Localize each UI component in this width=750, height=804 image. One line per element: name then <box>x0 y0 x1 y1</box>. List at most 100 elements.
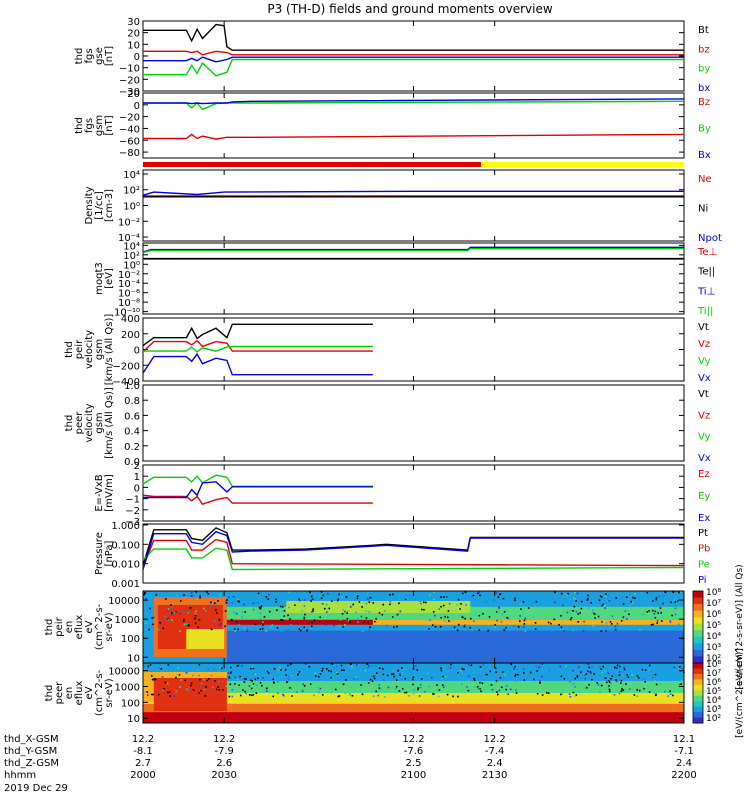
spec-speckle <box>337 695 340 698</box>
legend-Vz: Vz <box>698 410 710 421</box>
spec-speckle <box>257 681 259 684</box>
spec-speckle <box>299 629 302 632</box>
panel-frame <box>142 384 685 462</box>
y-tick-label: −60 <box>119 136 140 147</box>
spec-speckle <box>173 695 176 698</box>
spec-speckle <box>376 672 378 674</box>
spec-speckle <box>431 624 434 626</box>
spec-speckle <box>243 681 246 683</box>
spec-speckle <box>169 695 172 697</box>
spec-speckle <box>443 663 446 666</box>
spec-speckle <box>283 668 286 671</box>
colorbar-swatch <box>693 717 703 724</box>
spec-speckle <box>602 603 605 606</box>
colorbar-tick-label: 10² <box>706 654 721 664</box>
spec-speckle <box>656 691 659 694</box>
spec-speckle <box>281 619 284 621</box>
spec-speckle <box>357 617 360 620</box>
spec-speckle <box>195 674 198 677</box>
spec-speckle <box>243 627 246 629</box>
spec-speckle <box>606 681 608 684</box>
spec-speckle <box>514 675 516 677</box>
spec-speckle <box>376 614 378 617</box>
spec-speckle <box>478 689 481 691</box>
spec-speckle <box>361 693 364 696</box>
spec-speckle <box>241 611 244 613</box>
spec-speckle <box>312 608 314 610</box>
spec-speckle <box>290 687 293 690</box>
spec-speckle <box>153 616 155 619</box>
spec-speckle <box>153 679 155 681</box>
spec-speckle <box>636 689 638 691</box>
spec-speckle <box>286 681 289 684</box>
y-tick-label: 10² <box>123 251 140 262</box>
spec-speckle <box>594 617 596 619</box>
spec-speckle <box>167 608 170 610</box>
spec-speckle <box>571 610 574 612</box>
spec-speckle <box>579 612 581 614</box>
spec-speckle <box>265 596 268 598</box>
spec-speckle <box>574 677 577 680</box>
spec-speckle <box>605 621 608 624</box>
spec-speckle <box>503 629 506 631</box>
spec-speckle <box>590 601 593 604</box>
spec-speckle <box>577 621 580 623</box>
spec-speckle <box>404 691 406 694</box>
y-axis-label: gse <box>94 47 105 65</box>
spec-speckle <box>289 687 291 689</box>
spec-speckle <box>538 686 540 689</box>
series-line-Pe <box>142 547 685 571</box>
colorbar-tick-label: 10⁷ <box>706 669 721 679</box>
legend-By: By <box>698 124 711 135</box>
spec-speckle <box>254 673 257 675</box>
spec-speckle <box>485 600 488 603</box>
colorbar-title: [eV/(cm^2-s-sr-eV)] <box>735 648 745 738</box>
spec-speckle <box>453 626 456 629</box>
spec-speckle <box>616 622 619 625</box>
spec-speckle <box>417 687 419 689</box>
spec-speckle <box>573 682 575 685</box>
spec-speckle <box>446 595 448 598</box>
legend-Vt: Vt <box>698 389 709 400</box>
spec-speckle <box>536 692 539 695</box>
spec-speckle <box>460 603 462 605</box>
spec-speckle <box>252 602 255 605</box>
spec-speckle <box>572 669 574 672</box>
y-axis-label: gsm <box>94 339 105 360</box>
spec-speckle <box>622 603 625 605</box>
spec-speckle <box>457 695 459 698</box>
spec-speckle <box>248 685 251 687</box>
spec-speckle <box>541 675 543 678</box>
spec-speckle <box>500 686 503 689</box>
spec-speckle <box>177 667 180 669</box>
y-tick-label: −20 <box>119 75 140 86</box>
spec-speckle <box>577 666 580 668</box>
spec-speckle <box>182 618 185 621</box>
panel-frame <box>142 242 685 315</box>
spec-speckle <box>513 668 515 670</box>
spec-speckle <box>222 689 224 691</box>
y-tick-label: −200 <box>113 361 140 372</box>
spec-speckle <box>176 674 179 676</box>
spec-speckle <box>630 600 632 603</box>
spec-speckle <box>421 608 423 611</box>
spec-speckle <box>269 604 272 607</box>
spec-speckle <box>164 615 166 618</box>
y-axis-label: eflux <box>74 615 85 640</box>
spec-speckle <box>373 677 376 680</box>
spec-speckle <box>623 667 625 669</box>
spec-speckle <box>412 693 415 695</box>
spec-speckle <box>616 664 619 667</box>
spec-speckle <box>588 683 590 686</box>
spec-speckle <box>367 682 370 684</box>
spec-speckle <box>185 671 188 674</box>
spec-speckle <box>591 609 594 612</box>
y-axis-label: (cm^2-s- <box>94 669 105 716</box>
x-row-value: 2100 <box>401 770 426 781</box>
spec-speckle <box>418 695 421 697</box>
spec-speckle <box>280 619 282 621</box>
spec-speckle <box>575 694 578 696</box>
colorbar-tick-label: 10⁴ <box>706 696 721 706</box>
spec-speckle <box>187 624 190 626</box>
y-tick-label: 0.8 <box>124 396 140 407</box>
